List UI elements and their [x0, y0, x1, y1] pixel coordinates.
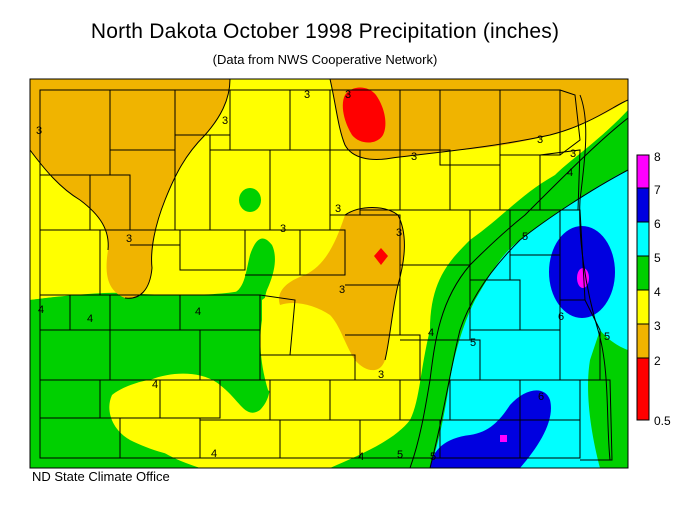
band-4-to-5-west: [30, 241, 275, 468]
band-7-to-8-southeast: [500, 435, 507, 442]
contour-label: 3: [280, 223, 286, 235]
contour-label: 3: [126, 233, 132, 245]
contour-label: 5: [470, 337, 476, 349]
legend-swatch-6-7: [636, 187, 650, 223]
legend-label: 0.5: [654, 414, 671, 428]
contour-label: 3: [222, 115, 228, 127]
contour-label: 5: [522, 231, 528, 243]
contour-label: 3: [396, 227, 402, 239]
map-title: North Dakota October 1998 Precipitation …: [90, 20, 560, 43]
band-3-to-4-central: [260, 288, 317, 395]
contour-label: 5: [430, 451, 436, 463]
legend-label: 7: [654, 183, 661, 197]
contour-label: 3: [570, 148, 576, 160]
band-3-to-4-southwest: [109, 376, 239, 458]
contour-label: 5: [604, 331, 610, 343]
legend-swatch-4-5: [636, 255, 650, 291]
legend-label: 3: [654, 319, 661, 333]
band-under-2-central: [374, 248, 388, 265]
contour-label: 4: [87, 313, 93, 325]
contour-label: 3: [345, 89, 351, 101]
band-2-to-3-northeast: [330, 79, 628, 160]
legend-swatch-2-3: [636, 323, 650, 359]
contour-label: 4: [195, 306, 201, 318]
contour-label: 4: [358, 451, 364, 463]
contour-label: 3: [304, 89, 310, 101]
contour-label: 4: [567, 167, 573, 179]
contour-label: 3: [335, 203, 341, 215]
contour-label: 6: [538, 391, 544, 403]
band-4-to-5-se-strip: [588, 330, 628, 468]
contour-label: 4: [211, 448, 217, 460]
map-subtitle: (Data from NWS Cooperative Network): [212, 52, 438, 67]
legend-label: 6: [654, 217, 661, 231]
contour-label: 4: [38, 304, 44, 316]
contour-label: 3: [339, 284, 345, 296]
legend-swatch-under-2: [636, 357, 650, 421]
legend-swatch-7-8: [636, 154, 650, 189]
band-7-to-8-east: [577, 268, 589, 288]
contour-label: 3: [36, 125, 42, 137]
band-2-to-3-central: [279, 207, 405, 371]
contour-label: 3: [378, 369, 384, 381]
source-footer: ND State Climate Office: [32, 469, 170, 484]
legend-bar: [636, 154, 650, 421]
band-4-to-5-pocket: [239, 188, 261, 212]
contour-label: 6: [558, 311, 564, 323]
contour-label: 3: [537, 134, 543, 146]
contour-label: 4: [428, 327, 434, 339]
contour-label: 3: [411, 151, 417, 163]
contour-label: 5: [397, 449, 403, 461]
legend-label: 5: [654, 251, 661, 265]
county-lines: [39, 89, 613, 461]
legend-swatch-5-6: [636, 221, 650, 257]
legend-label: 4: [654, 285, 661, 299]
contour-labels: 3 3 3 3 3 3 3 3 3 3 3 3 3 4 4 4 4 4 4 4 …: [36, 89, 610, 463]
legend-label: 2: [654, 354, 661, 368]
legend-swatch-3-4: [636, 289, 650, 325]
contour-label: 4: [152, 379, 158, 391]
legend-label: 8: [654, 150, 661, 164]
band-6-to-7-southeast: [430, 390, 551, 468]
contour-lines: [29, 78, 629, 469]
band-under-2-north: [342, 87, 386, 143]
